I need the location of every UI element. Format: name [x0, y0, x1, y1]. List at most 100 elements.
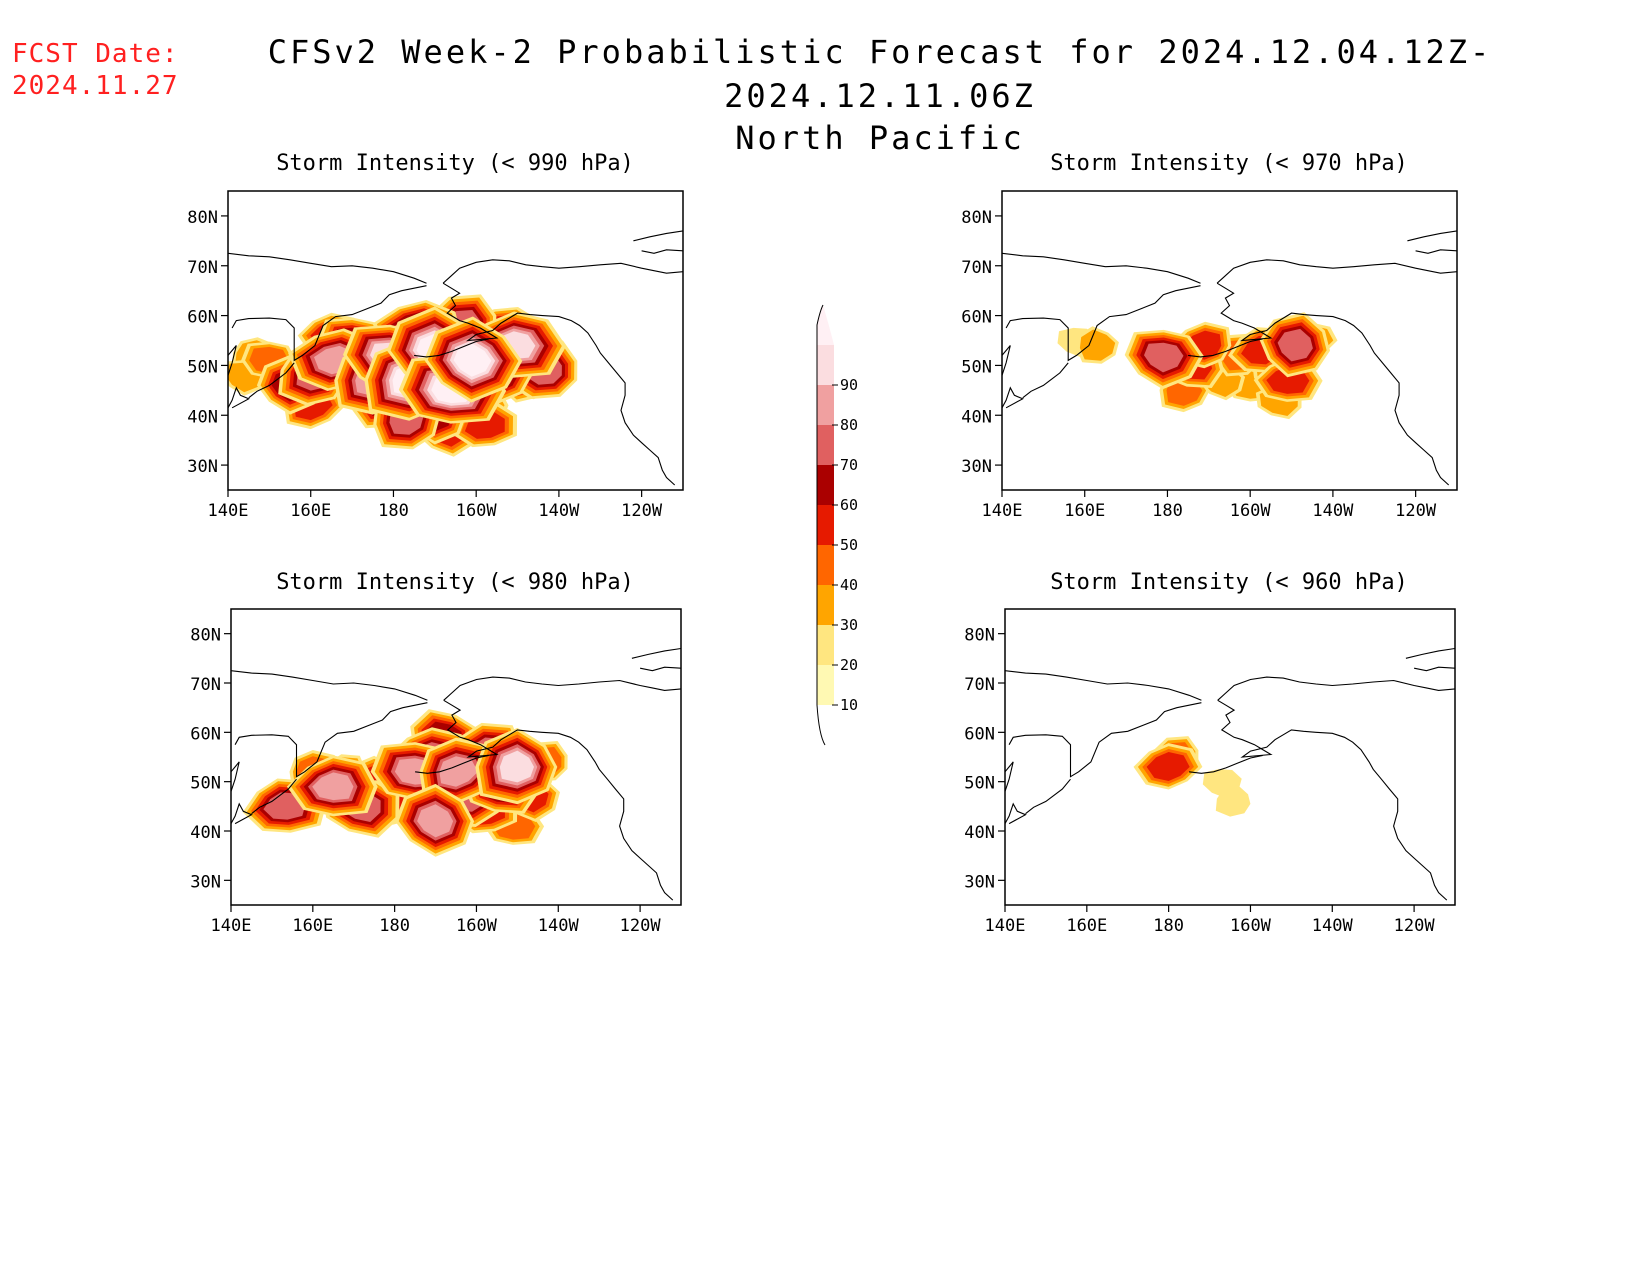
- map-panel: Storm Intensity (< 980 hPa) 80N 70N 60N 50N 4…: [190, 570, 682, 936]
- map-frame: [1001, 190, 1458, 491]
- coastline: [231, 761, 240, 792]
- lon-tick-label: 160W: [456, 916, 498, 936]
- coastline: [1005, 761, 1014, 792]
- coastline: [1413, 666, 1455, 672]
- lon-tick-label: 140E: [208, 501, 249, 521]
- lat-tick-label: 50N: [961, 357, 992, 377]
- probability-contour: [1079, 329, 1116, 361]
- lon-tick-label: 140W: [1312, 916, 1354, 936]
- coastline: [1002, 345, 1011, 376]
- probability-contour: [417, 804, 454, 838]
- colorbar-segment: [817, 385, 834, 425]
- coastlines: [1002, 230, 1457, 486]
- probability-contour: [312, 772, 354, 801]
- lon-tick-label: 140E: [982, 501, 1023, 521]
- panel-title: Storm Intensity (< 980 hPa): [276, 570, 634, 595]
- probability-field: [1057, 312, 1338, 420]
- coastline: [1005, 802, 1027, 825]
- coastline: [1025, 778, 1071, 815]
- lat-tick-label: 60N: [190, 724, 221, 744]
- lat-tick-label: 40N: [187, 407, 218, 427]
- coastline: [1415, 249, 1457, 254]
- lat-tick-label: 70N: [187, 258, 218, 278]
- main-title: CFSv2 Week-2 Probabilistic Forecast for …: [180, 30, 1580, 160]
- lon-tick-label: 160E: [292, 916, 333, 936]
- lon-tick-label: 160E: [290, 501, 331, 521]
- lon-tick-label: 140W: [538, 916, 580, 936]
- colorbar-tick-label: 30: [840, 616, 858, 634]
- colorbar-segment: [817, 625, 834, 665]
- colorbar-segment: [817, 425, 834, 465]
- coastline: [228, 345, 237, 376]
- lat-tick-label: 60N: [961, 308, 992, 328]
- colorbar-tick-label: 70: [840, 456, 858, 474]
- lat-tick-label: 60N: [187, 308, 218, 328]
- lat-tick-label: 50N: [190, 774, 221, 794]
- coastline: [231, 802, 253, 825]
- colorbar: 10 20 30 40 50 60 70 80 90: [816, 304, 858, 746]
- lat-tick-label: 40N: [190, 823, 221, 843]
- coastline: [1217, 676, 1455, 701]
- coastline: [231, 670, 428, 701]
- colorbar-segment: [817, 505, 834, 545]
- lon-tick-label: 180: [378, 501, 409, 521]
- lon-tick-label: 180: [379, 916, 410, 936]
- probability-contour: [453, 343, 492, 377]
- lon-tick-label: 120W: [621, 501, 663, 521]
- coastline: [228, 386, 250, 409]
- lat-tick-label: 80N: [961, 208, 992, 228]
- probability-contour: [499, 750, 534, 783]
- colorbar-top-cap: [817, 305, 834, 345]
- lat-tick-label: 70N: [961, 258, 992, 278]
- lon-tick-label: 140W: [538, 501, 580, 521]
- lat-tick-label: 60N: [964, 724, 995, 744]
- coastline: [415, 754, 489, 774]
- coastline: [442, 282, 676, 486]
- map-frame: [227, 190, 684, 491]
- map-panel: Storm Intensity (< 960 hPa) 80N 70N 60N 50N 4…: [964, 570, 1456, 936]
- colorbar-tick-label: 60: [840, 496, 858, 514]
- coastline: [639, 666, 681, 672]
- lat-tick-label: 30N: [964, 872, 995, 892]
- lon-tick-label: 160W: [1230, 501, 1272, 521]
- probability-contour: [1215, 785, 1251, 817]
- lat-tick-label: 70N: [964, 675, 995, 695]
- colorbar-segment: [817, 465, 834, 505]
- forecast-date-block: FCST Date: 2024.11.27: [12, 38, 179, 102]
- lon-tick-label: 140E: [985, 916, 1026, 936]
- title-line-2: North Pacific: [735, 119, 1025, 157]
- lon-tick-label: 160W: [456, 501, 498, 521]
- lat-tick-label: 40N: [964, 823, 995, 843]
- map-panel: Storm Intensity (< 990 hPa) 80N 70N 60N 50N 4…: [187, 151, 684, 521]
- colorbar-tick-label: 20: [840, 656, 858, 674]
- lon-tick-label: 140E: [211, 916, 252, 936]
- probability-contour: [439, 756, 478, 787]
- probability-contour: [1144, 342, 1184, 373]
- colorbar-segment: [817, 345, 834, 385]
- forecast-date-label: FCST Date:: [12, 39, 179, 69]
- lat-tick-label: 80N: [190, 626, 221, 646]
- lon-tick-label: 180: [1152, 501, 1183, 521]
- coastline: [231, 285, 427, 362]
- colorbar-top-outline: [816, 304, 824, 345]
- lat-tick-label: 50N: [964, 774, 995, 794]
- lon-tick-label: 120W: [620, 916, 662, 936]
- colorbar-tick-label: 50: [840, 536, 858, 554]
- coastline: [641, 249, 683, 254]
- coastline: [1189, 754, 1263, 774]
- title-line-1: CFSv2 Week-2 Probabilistic Forecast for …: [267, 33, 1493, 115]
- coastline: [1216, 259, 1457, 284]
- coastline: [1188, 338, 1263, 358]
- coastlines: [1005, 647, 1455, 901]
- map-frame: [1004, 608, 1456, 906]
- panel-title: Storm Intensity (< 970 hPa): [1050, 151, 1408, 176]
- coastline: [1407, 230, 1457, 242]
- colorbar-tick-label: 40: [840, 576, 858, 594]
- colorbar-tick-label: 80: [840, 416, 858, 434]
- coastlines: [228, 230, 683, 486]
- colorbar-segment: [817, 665, 834, 705]
- lon-tick-label: 160E: [1064, 501, 1105, 521]
- colorbar-tick-label: 90: [840, 376, 858, 394]
- coastline: [1002, 252, 1201, 284]
